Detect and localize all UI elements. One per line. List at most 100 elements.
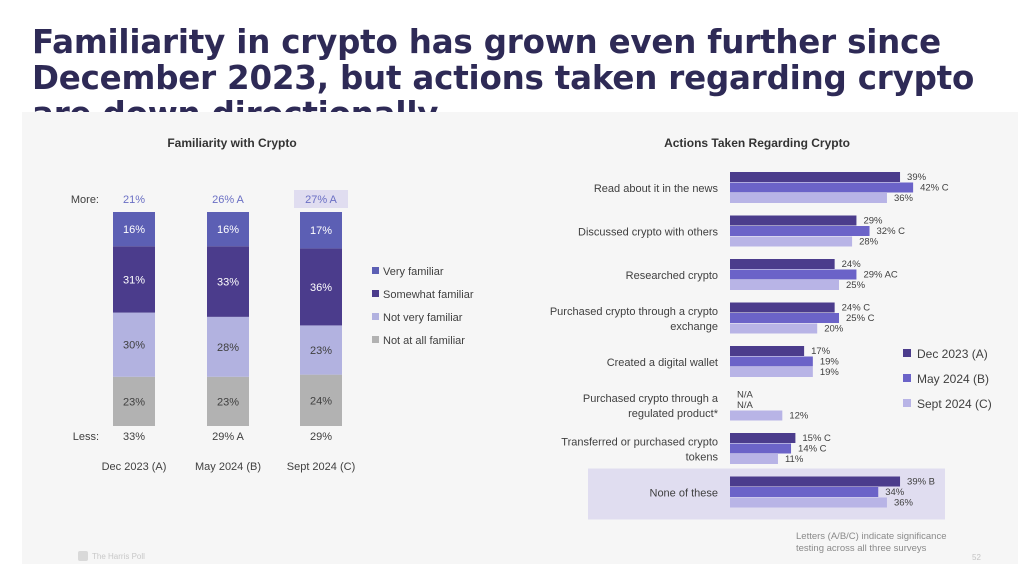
familiarity-legend-swatch	[372, 290, 379, 297]
action-bar	[730, 269, 857, 280]
action-bar	[730, 215, 857, 226]
familiarity-bar-segment	[207, 246, 249, 317]
action-bar	[730, 302, 835, 313]
action-bar	[730, 323, 818, 334]
harris-poll-logo: The Harris Poll	[78, 549, 158, 563]
familiarity-bar-segment	[300, 212, 342, 249]
action-category-label: Discussed crypto with others	[578, 227, 718, 239]
familiarity-legend-swatch	[372, 336, 379, 343]
action-bar-label: 29% AC	[863, 270, 897, 281]
harris-logo-icon	[78, 551, 88, 561]
less-value: 33%	[123, 431, 145, 443]
familiarity-segment-label: 16%	[123, 224, 145, 236]
familiarity-segment-label: 23%	[123, 396, 145, 408]
familiarity-segment-label: 23%	[217, 396, 239, 408]
action-bar	[730, 172, 901, 182]
familiarity-legend-label: Not at all familiar	[383, 335, 465, 347]
action-bar	[730, 356, 813, 367]
action-bar-label: 32% C	[877, 226, 906, 237]
familiarity-bar-segment	[300, 248, 342, 326]
familiarity-bar-segment	[207, 316, 249, 377]
action-bar-label: 42% C	[920, 183, 949, 194]
action-bar	[730, 259, 835, 269]
action-bar-label: N/A	[737, 390, 754, 401]
action-category-label: exchange	[670, 321, 718, 333]
more-label: More:	[71, 194, 99, 206]
action-category-label: tokens	[686, 452, 719, 464]
action-bar-label: 15% C	[802, 433, 831, 444]
action-bar-label: 39% B	[907, 477, 935, 488]
familiarity-segment-label: 16%	[217, 224, 239, 236]
familiarity-bar-segment	[113, 376, 155, 426]
familiarity-bar-segment	[113, 212, 155, 247]
familiarity-legend-label: Very familiar	[383, 266, 444, 278]
actions-legend-swatch	[903, 399, 911, 407]
action-bar	[730, 313, 839, 323]
action-category-label: Created a digital wallet	[607, 357, 718, 369]
action-bar	[730, 410, 783, 421]
action-bar-label: 25% C	[846, 313, 875, 324]
action-category-label: regulated product*	[628, 408, 719, 420]
significance-footnote: Letters (A/B/C) indicate significance te…	[796, 531, 947, 554]
harris-logo-text: The Harris Poll	[92, 551, 145, 561]
actions-legend-swatch	[903, 349, 911, 357]
action-bar-label: 24% C	[842, 303, 871, 314]
action-bar	[730, 454, 778, 464]
action-bar	[730, 476, 901, 487]
familiarity-bar-segment	[207, 212, 249, 247]
less-value: 29%	[310, 431, 332, 443]
actions-legend-label: May 2024 (B)	[917, 372, 989, 386]
action-category-label: Read about it in the news	[594, 183, 719, 195]
action-bar-label: 20%	[824, 324, 844, 335]
familiarity-legend-label: Somewhat familiar	[383, 289, 474, 301]
action-bar-label: 17%	[811, 346, 831, 357]
actions-chart-title: Actions Taken Regarding Crypto	[664, 136, 850, 150]
action-bar	[730, 280, 839, 290]
action-category-label: Transferred or purchased crypto	[561, 437, 718, 449]
page-number: 52	[972, 553, 981, 562]
familiarity-segment-label: 30%	[123, 340, 145, 352]
action-bar-label: 36%	[894, 498, 914, 509]
action-bar	[730, 226, 870, 236]
less-label: Less:	[73, 431, 99, 443]
action-bar	[730, 443, 792, 454]
action-category-label: None of these	[650, 488, 719, 500]
action-bar	[730, 193, 887, 203]
action-bar	[730, 497, 887, 508]
familiarity-bar-segment	[113, 246, 155, 313]
action-bar	[730, 346, 805, 356]
familiarity-segment-label: 28%	[217, 342, 239, 354]
action-bar	[730, 182, 914, 193]
action-bar-label: 14% C	[798, 444, 827, 455]
more-value: 26% A	[212, 194, 244, 206]
action-bar-label: 12%	[789, 411, 809, 422]
more-value: 27% A	[305, 194, 337, 206]
action-category-label: Purchased crypto through a	[583, 393, 719, 405]
familiarity-category-label: Dec 2023 (A)	[102, 461, 167, 473]
familiarity-chart: Familiarity with Crypto 23% 30% 31% 16% Dec 2…	[71, 136, 474, 473]
familiarity-segment-label: 31%	[123, 274, 145, 286]
action-bar-label: 24%	[842, 259, 862, 270]
familiarity-legend-swatch	[372, 267, 379, 274]
familiarity-bar-segment	[300, 325, 342, 375]
actions-legend-swatch	[903, 374, 911, 382]
action-category-label: Researched crypto	[626, 270, 718, 282]
action-bar-label: 25%	[846, 280, 866, 291]
familiarity-bar-segment	[300, 374, 342, 426]
less-value: 29% A	[212, 431, 244, 443]
action-bar-label: 36%	[894, 193, 914, 204]
action-category-label: Purchased crypto through a crypto	[550, 306, 718, 318]
action-bar-label: 39%	[907, 172, 927, 183]
familiarity-chart-title: Familiarity with Crypto	[167, 136, 296, 150]
familiarity-segment-label: 36%	[310, 282, 332, 294]
action-bar	[730, 433, 796, 443]
familiarity-segment-label: 33%	[217, 277, 239, 289]
slide-title: Familiarity in crypto has grown even fur…	[32, 23, 975, 132]
actions-chart: Actions Taken Regarding Crypto Read about…	[550, 136, 992, 520]
actions-legend-label: Dec 2023 (A)	[917, 347, 988, 361]
familiarity-legend-swatch	[372, 313, 379, 320]
familiarity-category-label: May 2024 (B)	[195, 461, 261, 473]
action-bar	[730, 236, 853, 247]
action-bar	[730, 487, 879, 497]
